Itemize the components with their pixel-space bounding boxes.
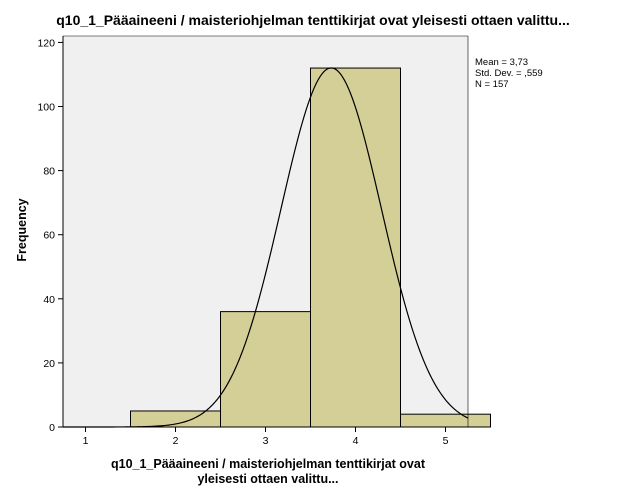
- x-tick-label-1: 1: [83, 435, 89, 447]
- y-tick-label-80: 80: [43, 166, 55, 178]
- bar-5: [400, 413, 491, 428]
- x-tick-label-2: 2: [173, 435, 179, 447]
- y-tick-label-20: 20: [43, 358, 55, 370]
- stats-std-dev: Std. Dev. = ,559: [475, 68, 543, 79]
- y-tick-label-120: 120: [37, 37, 55, 49]
- stats-n: N = 157: [475, 79, 509, 90]
- stats-box: Mean = 3,73 Std. Dev. = ,559 N = 157: [475, 57, 543, 90]
- x-tick-label-3: 3: [263, 435, 269, 447]
- y-tick-label-100: 100: [37, 102, 55, 114]
- x-axis-label-line-2: yleisesti ottaen valittu...: [197, 472, 339, 486]
- y-tick-label-60: 60: [43, 230, 55, 242]
- y-tick-label-40: 40: [43, 294, 55, 306]
- x-tick-label-4: 4: [353, 435, 359, 447]
- x-axis-label-line-1: q10_1_Pääaineeni / maisteriohjelman tent…: [110, 457, 425, 471]
- bar-3: [220, 311, 311, 428]
- chart-title: q10_1_Pääaineeni / maisteriohjelman tent…: [56, 12, 570, 28]
- bar-4: [310, 67, 401, 428]
- x-axis-label: q10_1_Pääaineeni / maisteriohjelman tent…: [58, 457, 478, 487]
- y-tick-label-0: 0: [49, 422, 55, 434]
- stats-mean: Mean = 3,73: [475, 57, 529, 68]
- x-tick-label-5: 5: [443, 435, 449, 447]
